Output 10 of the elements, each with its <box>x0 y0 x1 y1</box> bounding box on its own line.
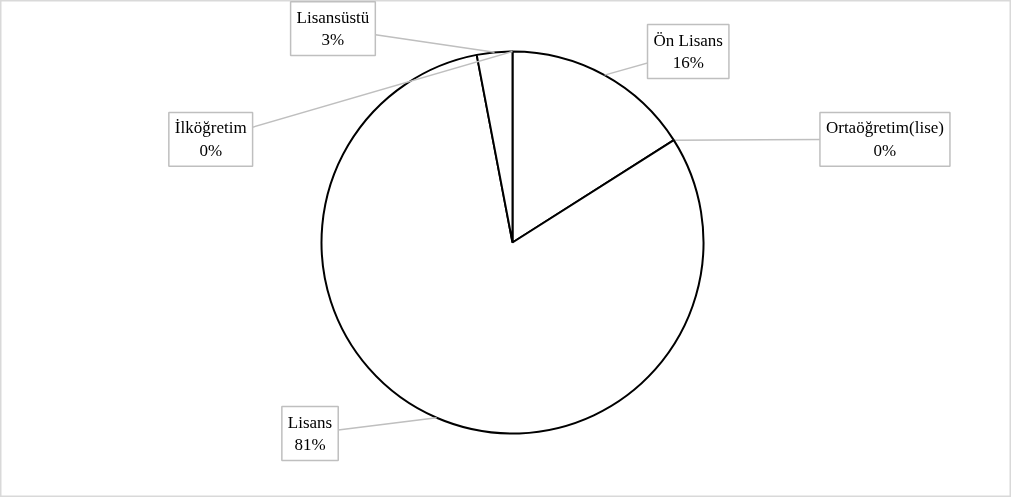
category-label: İlköğretim <box>174 118 247 138</box>
slice-label: Ön Lisans <box>653 30 723 50</box>
slice-label: Lisansüstü <box>296 7 370 27</box>
text: 0% <box>199 141 223 161</box>
slice-label: Lisans <box>287 412 333 432</box>
data-label: 3% <box>321 30 345 50</box>
category-label: Ortaöğretim(lise) <box>825 118 944 138</box>
text: 0% <box>873 141 897 161</box>
data-label: 16% <box>672 53 704 73</box>
data-label: 81% <box>294 435 326 455</box>
